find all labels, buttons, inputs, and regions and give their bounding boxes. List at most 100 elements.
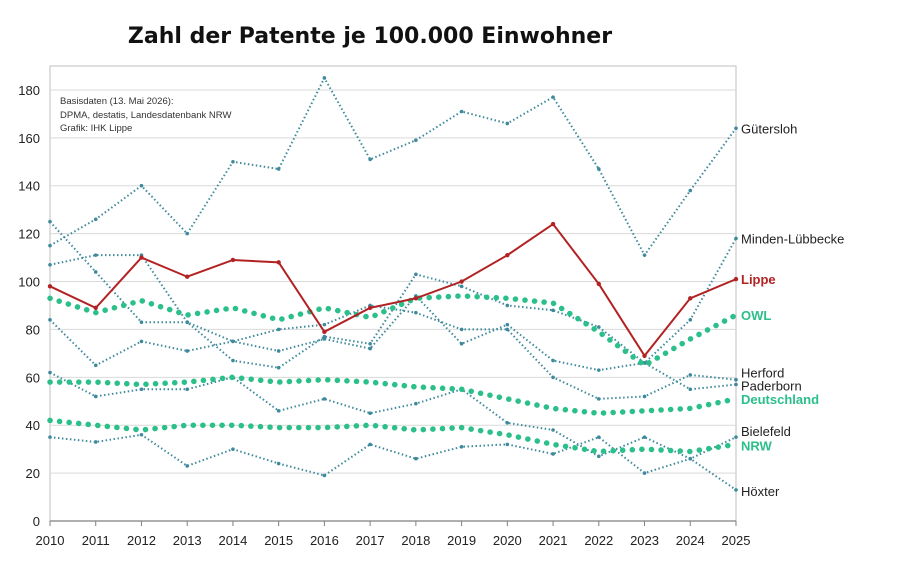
- series-line-lippe: [49, 222, 737, 358]
- series-layer: [47, 75, 739, 492]
- y-tick-label: 40: [26, 418, 40, 433]
- data-point-bielefeld: [505, 421, 510, 425]
- data-point-minden-lübbecke: [93, 253, 98, 257]
- series-deutschland: [47, 374, 739, 416]
- data-point-minden-lübbecke: [551, 308, 555, 313]
- series-line-owl: [47, 293, 739, 369]
- data-point-gütersloh: [551, 95, 555, 99]
- x-tick-label: 2023: [630, 533, 659, 548]
- data-point-höxter: [368, 442, 372, 447]
- source-note-line-1: Basisdaten (13. Mai 2026):: [60, 96, 174, 107]
- data-point-paderborn: [322, 337, 327, 341]
- data-point-höxter: [139, 432, 144, 437]
- y-tick-label: 180: [18, 83, 40, 98]
- data-point-herford: [48, 219, 52, 224]
- source-note-line-2: DPMA, destatis, Landesdatenbank NRW: [60, 110, 231, 121]
- data-point-bielefeld: [139, 387, 144, 392]
- data-point-lippe: [276, 260, 281, 265]
- x-tick-label: 2022: [584, 533, 613, 548]
- data-point-minden-lübbecke: [459, 284, 464, 289]
- data-point-paderborn: [368, 346, 372, 351]
- data-point-minden-lübbecke: [505, 303, 510, 308]
- data-point-minden-lübbecke: [414, 272, 418, 277]
- y-tick-label: 100: [18, 275, 40, 290]
- data-point-höxter: [322, 473, 327, 478]
- data-point-lippe: [550, 221, 556, 227]
- data-point-höxter: [231, 447, 235, 451]
- data-point-minden-lübbecke: [48, 262, 52, 267]
- data-point-bielefeld: [597, 454, 601, 459]
- data-point-gütersloh: [185, 231, 189, 236]
- x-tick-label: 2021: [539, 533, 568, 548]
- data-point-bielefeld: [185, 387, 189, 392]
- data-point-herford: [276, 327, 281, 332]
- data-point-höxter: [276, 461, 281, 466]
- x-tick-label: 2018: [401, 533, 430, 548]
- data-point-herford: [642, 394, 647, 399]
- data-point-lippe: [505, 252, 510, 258]
- data-point-herford: [322, 322, 327, 327]
- series-line-bielefeld: [49, 371, 737, 460]
- series-lippe: [47, 221, 739, 358]
- data-point-minden-lübbecke: [231, 358, 235, 363]
- y-tick-label: 120: [18, 227, 40, 242]
- data-point-höxter: [93, 440, 98, 444]
- data-point-paderborn: [734, 382, 738, 387]
- data-point-gütersloh: [368, 157, 372, 162]
- data-point-lippe: [185, 274, 190, 279]
- x-tick-label: 2017: [356, 533, 385, 548]
- data-point-lippe: [367, 305, 373, 311]
- data-point-höxter: [185, 464, 189, 468]
- data-point-gütersloh: [688, 188, 693, 193]
- grid-layer: [49, 65, 737, 522]
- x-tick-label: 2014: [218, 533, 247, 548]
- data-point-lippe: [596, 281, 601, 287]
- data-point-herford: [185, 320, 189, 325]
- x-tick-label: 2015: [264, 533, 293, 548]
- data-point-lippe: [733, 276, 739, 282]
- data-point-paderborn: [93, 363, 98, 368]
- data-point-gütersloh: [48, 243, 52, 248]
- data-point-paderborn: [276, 349, 281, 353]
- data-point-höxter: [642, 471, 647, 475]
- data-point-minden-lübbecke: [688, 318, 693, 322]
- series-höxter: [48, 432, 738, 492]
- data-point-herford: [688, 373, 693, 377]
- data-point-bielefeld: [642, 435, 647, 439]
- data-point-lippe: [230, 257, 236, 263]
- series-owl: [47, 293, 739, 369]
- data-point-herford: [93, 270, 98, 274]
- data-point-höxter: [597, 435, 601, 439]
- data-point-herford: [414, 310, 418, 315]
- data-point-gütersloh: [505, 121, 510, 126]
- y-tick-label: 0: [33, 514, 40, 529]
- data-point-lippe: [47, 284, 53, 289]
- data-point-paderborn: [48, 318, 52, 322]
- data-point-paderborn: [551, 358, 555, 363]
- series-label-herford: Herford: [741, 366, 784, 381]
- data-point-bielefeld: [734, 435, 738, 439]
- data-point-lippe: [459, 279, 464, 284]
- data-point-minden-lübbecke: [368, 341, 372, 346]
- series-line-paderborn: [49, 294, 737, 391]
- x-tick-label: 2011: [82, 533, 110, 548]
- data-point-gütersloh: [734, 126, 738, 131]
- data-point-lippe: [688, 296, 693, 301]
- data-point-herford: [597, 397, 601, 401]
- axis-layer: 0 20 40 60 80 100 120 140 160 180 2010 2011 2012 2013…: [18, 83, 750, 548]
- data-point-minden-lübbecke: [734, 236, 738, 241]
- data-point-gütersloh: [597, 167, 601, 171]
- series-label-nrw: NRW: [741, 439, 773, 454]
- data-point-minden-lübbecke: [597, 325, 601, 329]
- series-gütersloh: [48, 75, 738, 258]
- source-note-line-3: Grafik: IHK Lippe: [60, 123, 132, 134]
- x-tick-label: 2024: [676, 533, 705, 548]
- x-tick-label: 2016: [310, 533, 339, 548]
- data-point-höxter: [459, 444, 464, 449]
- series-label-owl: OWL: [741, 308, 771, 323]
- data-point-bielefeld: [414, 401, 418, 406]
- data-point-bielefeld: [322, 397, 327, 401]
- y-tick-label: 60: [26, 370, 40, 385]
